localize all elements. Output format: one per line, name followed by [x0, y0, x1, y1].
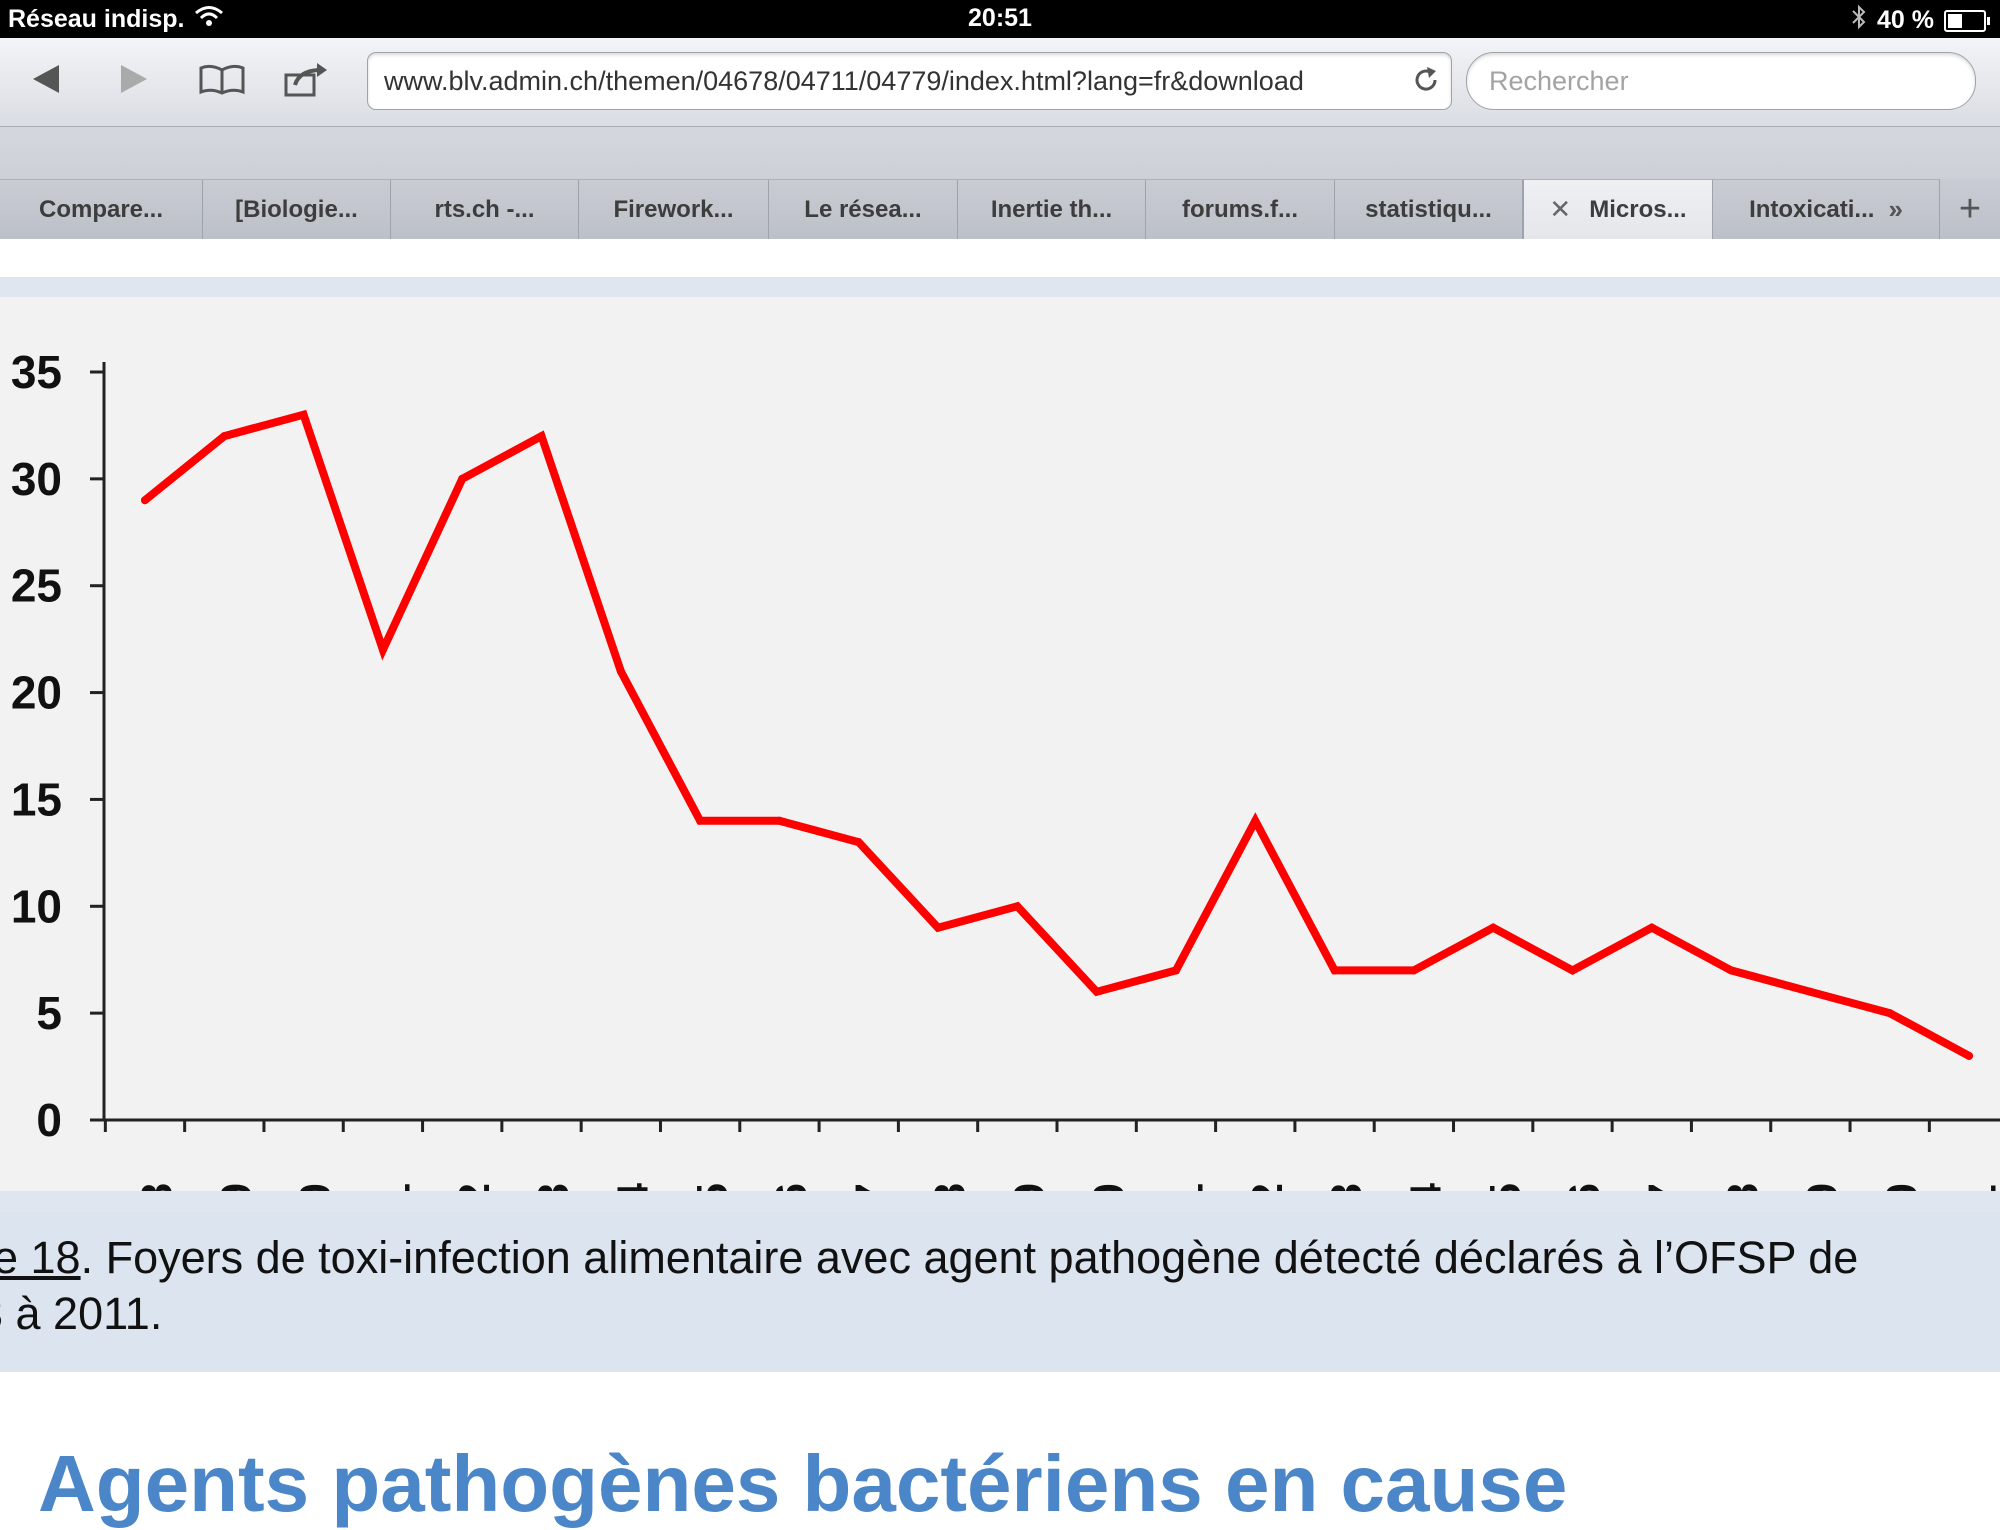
page-content: 0 5 10 15 20 25 30 35 1988 1989 1990 1991 1992 1993 19… [0, 240, 2000, 1528]
tab-inertie[interactable]: Inertie th... [958, 179, 1146, 239]
data-point [378, 645, 387, 654]
wifi-icon [194, 4, 224, 35]
data-point [1647, 923, 1656, 932]
data-point [775, 816, 784, 825]
data-point [1330, 966, 1339, 975]
data-point [696, 816, 705, 825]
x-tick-label: 2008 [1719, 1183, 1768, 1191]
x-tick-label: 1990 [291, 1183, 340, 1191]
x-tick-label: 2004 [1401, 1183, 1450, 1191]
data-point [458, 474, 467, 483]
series-line [141, 409, 1973, 1060]
x-tick-label: 2006 [1560, 1183, 1609, 1191]
battery-percent: 40 % [1877, 6, 1934, 34]
data-point [537, 432, 546, 441]
x-tick-label: 1989 [212, 1183, 261, 1191]
y-tick-label: 0 [36, 1094, 62, 1146]
x-tick-label: 1993 [529, 1183, 578, 1191]
data-point [1568, 966, 1577, 975]
back-button[interactable] [18, 56, 74, 102]
x-tick-label: 2009 [1798, 1183, 1847, 1191]
figure-link[interactable]: re 18 [0, 1232, 81, 1283]
y-tick-label: 30 [11, 453, 62, 505]
x-tick-label: 2010 [1877, 1183, 1926, 1191]
x-tick-label: 1992 [450, 1183, 499, 1191]
reload-icon[interactable] [1411, 65, 1441, 100]
section-heading: Agents pathogènes bactériens en cause [38, 1439, 1568, 1528]
y-tick-label: 15 [11, 773, 62, 825]
data-point [1013, 902, 1022, 911]
data-point [1965, 1051, 1973, 1060]
x-tick-label: 2000 [1084, 1183, 1133, 1191]
network-status: Réseau indisp. [8, 5, 185, 33]
status-bar: Réseau indisp. 20:51 40 % [0, 0, 2000, 38]
close-tab-icon[interactable]: ✕ [1549, 194, 1572, 224]
search-input[interactable]: Rechercher [1466, 52, 1976, 110]
chart-svg: 0 5 10 15 20 25 30 35 1988 1989 1990 1991 1992 1993 19… [11, 346, 2000, 1191]
data-point [1171, 966, 1180, 975]
new-tab-button[interactable]: + [1940, 179, 2000, 239]
x-tick-label: 1994 [608, 1183, 657, 1191]
tab-statistiques[interactable]: statistiqu... [1335, 179, 1523, 239]
tab-rts[interactable]: rts.ch -... [391, 179, 579, 239]
data-point [1727, 966, 1736, 975]
tab-microsoft-active[interactable]: ✕ Micros... [1523, 179, 1713, 239]
tab-le-reseau[interactable]: Le résea... [769, 179, 958, 239]
battery-icon [1944, 9, 1990, 32]
data-point [1251, 816, 1260, 825]
line-chart: 0 5 10 15 20 25 30 35 1988 1989 1990 1991 1992 1993 19… [0, 297, 2000, 1191]
tab-biologie[interactable]: [Biologie... [203, 179, 391, 239]
caption-line-2: 3 à 2011. [0, 1288, 163, 1339]
x-tick-label: 1997 [846, 1183, 895, 1191]
caption-line-1: . Foyers de toxi-infection alimentaire a… [80, 1232, 1859, 1283]
share-icon[interactable] [278, 56, 334, 102]
y-tick-label: 5 [36, 987, 62, 1039]
figure-frame: 0 5 10 15 20 25 30 35 1988 1989 1990 1991 1992 1993 19… [0, 277, 2000, 1212]
tab-strip: Compare... [Biologie... rts.ch -... Fire… [0, 127, 2000, 239]
tab-forums[interactable]: forums.f... [1146, 179, 1335, 239]
x-tick-label: 2011 [1957, 1184, 2000, 1191]
y-tick-label: 10 [11, 880, 62, 932]
data-point [1489, 923, 1498, 932]
bluetooth-icon [1851, 4, 1867, 37]
data-point [1092, 987, 1101, 996]
y-tick-label: 25 [11, 560, 62, 612]
data-point [299, 410, 308, 419]
x-tick-label: 1988 [133, 1183, 182, 1191]
data-point [1409, 966, 1418, 975]
data-point [934, 923, 943, 932]
data-point [1806, 987, 1815, 996]
y-tick-label: 35 [11, 346, 62, 398]
x-tick-label: 2007 [1639, 1183, 1688, 1191]
data-point [220, 432, 229, 441]
bookmarks-icon[interactable] [194, 56, 250, 102]
x-tick-label: 1995 [688, 1183, 737, 1191]
address-bar[interactable]: www.blv.admin.ch/themen/04678/04711/0477… [367, 52, 1452, 110]
browser-toolbar: www.blv.admin.ch/themen/04678/04711/0477… [0, 38, 2000, 127]
x-tick-label: 2002 [1243, 1183, 1292, 1191]
clock: 20:51 [968, 4, 1032, 32]
tab-fireworks[interactable]: Firework... [579, 179, 769, 239]
figure-caption: re 18. Foyers de toxi-infection alimenta… [0, 1212, 2000, 1372]
data-point [616, 667, 625, 676]
tab-compare[interactable]: Compare... [0, 179, 203, 239]
more-tabs-icon[interactable]: » [1888, 194, 1903, 224]
x-tick-label: 2005 [1481, 1183, 1530, 1191]
search-placeholder: Rechercher [1489, 66, 1629, 96]
x-tick-label: 1999 [1005, 1183, 1054, 1191]
x-tick-label: 1998 [926, 1183, 975, 1191]
data-point [141, 496, 149, 505]
x-tick-label: 1991 [371, 1183, 420, 1191]
x-tick-label: 1996 [767, 1183, 816, 1191]
url-text: www.blv.admin.ch/themen/04678/04711/0477… [384, 66, 1304, 96]
data-point [1885, 1009, 1894, 1018]
x-tick-label: 2001 [1164, 1183, 1213, 1191]
y-tick-label: 20 [11, 667, 62, 719]
data-point [854, 838, 863, 847]
tab-intoxication[interactable]: Intoxicati... » [1713, 179, 1940, 239]
forward-button[interactable] [106, 56, 162, 102]
x-tick-label: 2003 [1322, 1183, 1371, 1191]
